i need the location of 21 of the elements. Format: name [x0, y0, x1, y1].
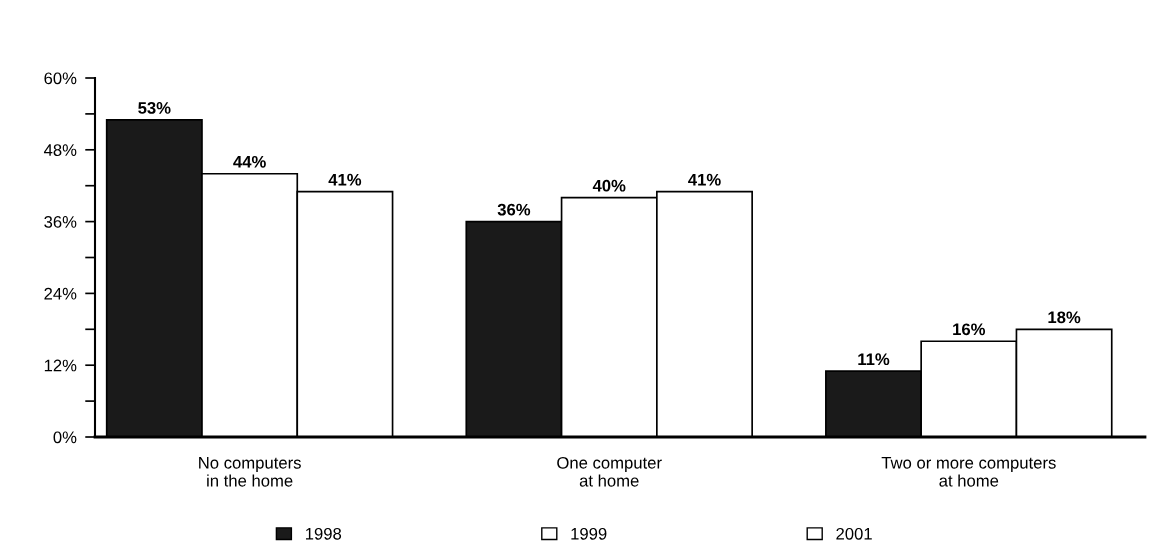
data-label: 18% — [1048, 311, 1081, 324]
legend-label: 2001 — [836, 527, 872, 540]
y-tick-label: 0% — [53, 431, 77, 444]
data-label: 36% — [497, 203, 531, 216]
data-label: 40% — [592, 179, 626, 192]
data-label: 16% — [953, 323, 986, 336]
legend-label: 1999 — [571, 527, 607, 540]
y-tick-label: 24% — [44, 287, 77, 300]
data-label: 11% — [858, 353, 890, 366]
y-tick-label: 36% — [44, 216, 77, 228]
data-label: 41% — [328, 173, 362, 186]
y-tick-label: 12% — [44, 359, 77, 372]
x-tick-label: One computer at home — [557, 456, 662, 487]
legend-label: 1998 — [305, 527, 342, 540]
x-tick-label: No computers in the home — [199, 457, 301, 487]
y-tick-label: 48% — [43, 144, 77, 156]
x-tick-label: Two or more computers at home — [881, 457, 1056, 487]
data-label: 44% — [233, 155, 266, 168]
data-label: 53% — [138, 102, 171, 114]
data-label: 41% — [688, 173, 721, 186]
y-tick-label: 60% — [44, 72, 77, 85]
